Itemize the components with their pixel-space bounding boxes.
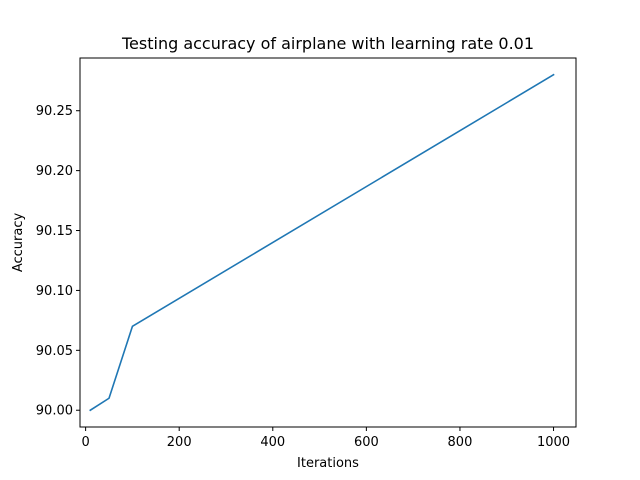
y-tick-label: 90.10 [36, 284, 73, 299]
x-tick-label: 0 [81, 435, 89, 450]
y-tick-label: 90.00 [36, 404, 73, 419]
chart-title: Testing accuracy of airplane with learni… [121, 34, 534, 53]
y-axis-label: Accuracy [11, 213, 26, 273]
y-tick-label: 90.05 [36, 344, 73, 359]
y-tick-label: 90.20 [36, 164, 73, 179]
y-tick-label: 90.25 [36, 104, 73, 119]
axes-frame [79, 57, 577, 428]
x-tick-label: 1000 [537, 435, 570, 450]
plot-area [89, 73, 555, 412]
x-axis-label: Iterations [297, 456, 359, 471]
y-axis: 90.00 90.05 90.10 90.15 90.20 90.25 [36, 104, 80, 419]
x-tick-label: 600 [354, 435, 379, 450]
x-tick-label: 400 [260, 435, 285, 450]
x-tick-label: 200 [167, 435, 192, 450]
y-tick-label: 90.15 [36, 224, 73, 239]
x-axis: 0 200 400 600 800 1000 [81, 427, 570, 450]
series-line [89, 73, 555, 412]
x-tick-label: 800 [448, 435, 473, 450]
